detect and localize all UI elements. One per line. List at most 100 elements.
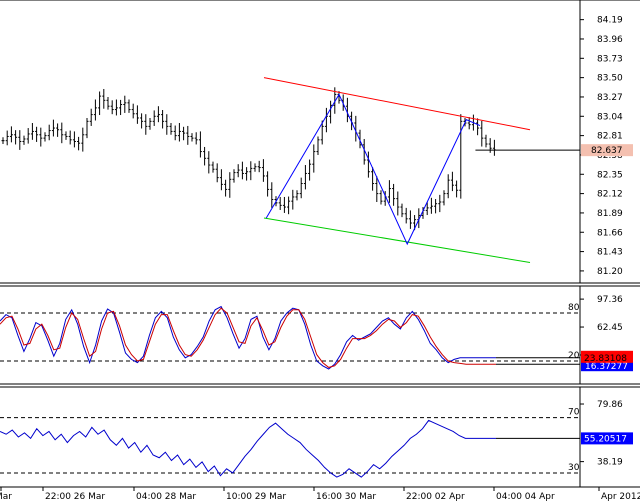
price-bar bbox=[450, 171, 454, 192]
price-bar bbox=[257, 160, 261, 173]
price-bar bbox=[266, 171, 270, 197]
price-bar bbox=[60, 122, 64, 144]
price-bar bbox=[14, 130, 18, 145]
zigzag-line bbox=[265, 93, 481, 246]
price-bar bbox=[236, 164, 240, 178]
channel-lower-line bbox=[263, 217, 531, 264]
price-tick-label: 83.96 bbox=[597, 35, 623, 45]
stoch-main-line bbox=[0, 305, 496, 370]
price-bar bbox=[379, 190, 383, 205]
price-bar bbox=[245, 167, 249, 181]
price-bar bbox=[140, 113, 144, 129]
price-current-label-bg bbox=[581, 144, 633, 157]
channel-upper-line bbox=[263, 77, 531, 131]
price-bar bbox=[119, 99, 123, 116]
price-bar bbox=[467, 117, 471, 130]
price-bar bbox=[144, 114, 148, 135]
price-bar bbox=[173, 125, 177, 141]
price-bar bbox=[85, 117, 89, 139]
price-bar bbox=[291, 189, 295, 210]
price-bar bbox=[9, 126, 13, 143]
price-bar bbox=[366, 151, 370, 178]
price-bar bbox=[408, 210, 412, 229]
price-bar bbox=[278, 196, 282, 210]
price-bar bbox=[484, 134, 488, 148]
stoch-level-label: 80 bbox=[568, 303, 580, 313]
price-tick-label: 81.20 bbox=[597, 267, 623, 277]
price-tick-label: 81.43 bbox=[597, 248, 623, 258]
price-panel: 84.1983.9683.7383.5083.2783.0482.8182.58… bbox=[0, 0, 640, 284]
stoch-signal-line bbox=[0, 307, 496, 368]
x-axis: Mar 22:00 26 Mar 04:00 28 Mar 10:00 29 Mar 1… bbox=[0, 487, 640, 502]
price-bar bbox=[270, 182, 274, 208]
price-bar bbox=[169, 123, 173, 135]
rsi-tick-label: 79.86 bbox=[597, 400, 623, 410]
price-bar bbox=[375, 176, 379, 203]
price-bar bbox=[240, 161, 244, 180]
price-bar bbox=[287, 196, 291, 215]
price-bar bbox=[22, 135, 26, 145]
price-bar bbox=[404, 207, 408, 224]
price-bar bbox=[446, 174, 450, 199]
price-bar bbox=[392, 183, 396, 206]
price-tick-label: 82.35 bbox=[597, 170, 623, 180]
x-tick-label: 10:00 29 Mar bbox=[226, 492, 286, 502]
price-tick-label: 83.27 bbox=[597, 93, 623, 103]
price-tick-label: 83.50 bbox=[597, 74, 623, 84]
price-bar bbox=[400, 203, 404, 218]
price-bar bbox=[35, 126, 39, 142]
price-bar bbox=[198, 131, 202, 158]
price-bar bbox=[261, 159, 265, 182]
price-bar bbox=[77, 136, 81, 151]
rsi-panel: 79.86 38.19 70 30 55.20517 bbox=[0, 386, 640, 488]
price-bar bbox=[110, 100, 114, 115]
price-bar bbox=[127, 99, 131, 113]
price-bar bbox=[1, 137, 5, 145]
rsi-tick-label: 38.19 bbox=[597, 458, 623, 468]
price-bar bbox=[26, 128, 30, 144]
price-bar bbox=[434, 199, 438, 214]
price-tick-label: 82.81 bbox=[597, 132, 623, 142]
price-bar bbox=[131, 103, 135, 119]
price-bar bbox=[177, 123, 181, 142]
price-bar bbox=[219, 169, 223, 191]
price-tick-label: 84.19 bbox=[597, 16, 623, 26]
x-tick-label: Mar bbox=[0, 492, 12, 502]
rsi-current-label: 55.20517 bbox=[584, 434, 627, 444]
price-bar bbox=[190, 133, 194, 142]
price-bar bbox=[299, 177, 303, 199]
x-tick-label: 22:00 02 Apr bbox=[406, 492, 465, 502]
price-bar bbox=[362, 138, 366, 165]
price-bar bbox=[429, 197, 433, 214]
price-bar bbox=[135, 105, 139, 124]
price-tick-label: 82.12 bbox=[597, 190, 623, 200]
price-bar bbox=[182, 126, 186, 141]
price-bar bbox=[224, 179, 228, 197]
price-bar bbox=[329, 100, 333, 124]
price-bar bbox=[81, 127, 85, 152]
price-bar bbox=[64, 131, 68, 140]
price-bar bbox=[161, 109, 165, 129]
price-bar bbox=[308, 159, 312, 181]
price-bar bbox=[186, 125, 190, 145]
price-bar bbox=[156, 106, 160, 123]
price-tick-label: 81.66 bbox=[597, 228, 623, 238]
price-bar bbox=[425, 202, 429, 216]
price-bar bbox=[282, 196, 286, 213]
price-bar bbox=[312, 144, 316, 173]
price-bar bbox=[5, 130, 9, 146]
price-bar bbox=[207, 151, 211, 174]
price-bar bbox=[102, 88, 106, 109]
x-tick-label: 04:00 28 Mar bbox=[136, 492, 196, 502]
stoch-current-label-bg bbox=[581, 350, 633, 363]
x-tick-label: 22:00 26 Mar bbox=[45, 492, 105, 502]
price-bar bbox=[215, 163, 219, 183]
price-bar bbox=[152, 110, 156, 126]
price-bar bbox=[228, 172, 232, 198]
rsi-level-label: 30 bbox=[568, 463, 580, 473]
price-bar bbox=[93, 99, 97, 121]
price-bar bbox=[43, 132, 47, 142]
x-tick-label: 04:00 04 Apr bbox=[496, 492, 555, 502]
price-bar bbox=[476, 118, 480, 136]
